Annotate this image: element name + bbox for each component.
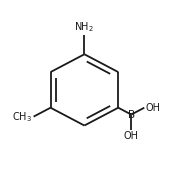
Text: B: B xyxy=(128,110,135,120)
Text: CH$_3$: CH$_3$ xyxy=(12,110,32,124)
Text: NH$_2$: NH$_2$ xyxy=(74,20,94,34)
Text: OH: OH xyxy=(146,103,161,113)
Text: OH: OH xyxy=(124,131,139,141)
